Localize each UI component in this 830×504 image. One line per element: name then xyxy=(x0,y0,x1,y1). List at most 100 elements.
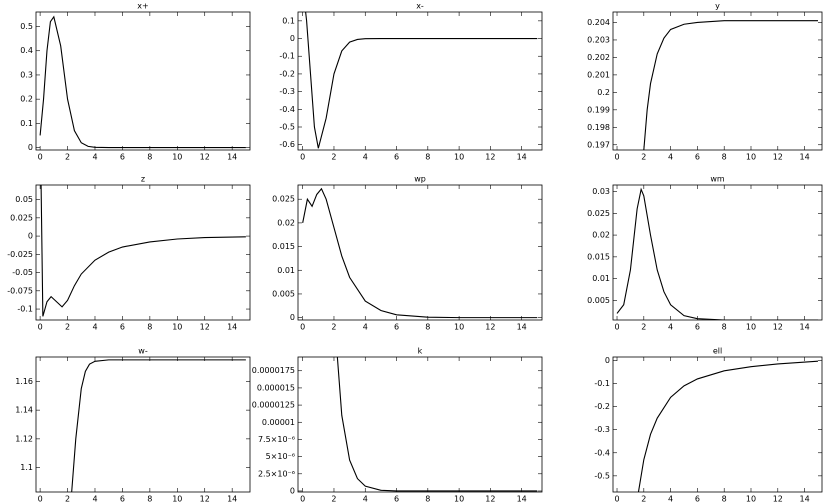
y-tick-label: 0.198 xyxy=(587,123,610,132)
panel: z 0 2 4 6 8 10 12 14 0.05 0.025 0 -0.025 -0.05 -0.075 -… xyxy=(7,175,251,332)
x-tick-label: 10 xyxy=(454,495,464,504)
y-tick-label: 0.05 xyxy=(15,195,33,204)
x-tick-label: 4 xyxy=(363,495,368,504)
panel-title: x- xyxy=(416,2,424,11)
x-tick-label: 10 xyxy=(172,323,182,332)
panel: wm 0 2 4 6 8 10 12 14 0.005 0.01 0.015 0.02 0.025 0.03 xyxy=(587,175,823,332)
panel: x- 0 2 4 6 8 10 12 14 0.1 0 -0.1 -0.2 -0.3 -0.4 -0.5 -0.… xyxy=(279,2,543,162)
y-tick-label: 7.5×10⁻⁶ xyxy=(258,435,295,444)
x-tick-label: 0 xyxy=(300,153,305,162)
panel: wp 0 2 4 6 8 10 12 14 0 0.005 0.01 0.015 0.02 0.025 xyxy=(272,175,543,332)
y-tick-label: -0.05 xyxy=(12,268,33,277)
x-tick-label: 6 xyxy=(394,495,399,504)
y-tick-label: 1.16 xyxy=(15,377,33,386)
plot-frame xyxy=(35,356,251,493)
x-tick-label: 6 xyxy=(394,153,399,162)
x-tick-label: 0 xyxy=(300,495,305,504)
x-tick-label: 0 xyxy=(614,323,619,332)
x-tick-label: 14 xyxy=(799,323,809,332)
x-tick-label: 10 xyxy=(746,323,756,332)
x-tick-label: 0 xyxy=(614,153,619,162)
y-tick-label: 0.0000125 xyxy=(252,401,295,410)
x-tick-label: 2 xyxy=(641,153,646,162)
x-tick-label: 10 xyxy=(172,153,182,162)
x-tick-label: 14 xyxy=(227,323,237,332)
y-tick-label: -0.075 xyxy=(7,286,33,295)
panel-title: x+ xyxy=(137,2,148,11)
x-tick-label: 10 xyxy=(746,153,756,162)
curve xyxy=(637,360,819,492)
y-tick-label: 0 xyxy=(28,232,33,241)
y-tick-label: -0.3 xyxy=(279,87,295,96)
curve xyxy=(40,185,246,317)
panel-title: wm xyxy=(710,175,725,184)
x-tick-label: 12 xyxy=(485,153,495,162)
x-tick-label: 4 xyxy=(92,153,97,162)
x-tick-label: 12 xyxy=(773,153,783,162)
panel-title: w- xyxy=(138,347,148,356)
x-tick-label: 14 xyxy=(517,495,527,504)
y-tick-label: -0.1 xyxy=(594,379,610,388)
x-tick-label: 10 xyxy=(454,153,464,162)
y-tick-label: -0.5 xyxy=(594,471,610,480)
y-tick-label: 0.204 xyxy=(587,18,610,27)
panel: ell 0 2 4 6 8 10 12 14 0 -0.1 -0.2 -0.3 -0.4 -0.5 xyxy=(594,347,823,504)
curve xyxy=(305,12,538,149)
y-tick-label: 0.4 xyxy=(20,46,33,55)
x-tick-label: 8 xyxy=(722,495,727,504)
plot-frame xyxy=(297,11,543,151)
y-tick-label: 2.5×10⁻⁶ xyxy=(258,469,295,478)
plot-frame xyxy=(35,184,251,321)
x-tick-label: 8 xyxy=(147,153,152,162)
curve xyxy=(302,187,538,319)
x-tick-label: 4 xyxy=(363,323,368,332)
x-tick-label: 12 xyxy=(485,495,495,504)
x-tick-label: 0 xyxy=(300,323,305,332)
x-tick-label: 4 xyxy=(363,153,368,162)
y-tick-label: -0.4 xyxy=(594,448,610,457)
x-tick-label: 10 xyxy=(454,323,464,332)
y-tick-label: 0.0000175 xyxy=(252,366,295,375)
x-tick-label: 2 xyxy=(65,495,70,504)
x-tick-label: 8 xyxy=(425,153,430,162)
x-tick-label: 4 xyxy=(668,495,673,504)
x-tick-label: 2 xyxy=(331,153,336,162)
y-tick-label: -0.6 xyxy=(279,140,295,149)
y-tick-label: -0.5 xyxy=(279,123,295,132)
y-tick-label: 0 xyxy=(290,34,295,43)
y-tick-label: -0.2 xyxy=(279,69,295,78)
x-tick-label: 4 xyxy=(92,323,97,332)
x-tick-label: 12 xyxy=(773,323,783,332)
y-tick-label: 0 xyxy=(605,356,610,365)
y-tick-label: 0.1 xyxy=(20,119,33,128)
x-tick-label: 6 xyxy=(120,323,125,332)
curve xyxy=(39,15,246,149)
y-tick-label: 0 xyxy=(28,143,33,152)
y-tick-label: 0.005 xyxy=(272,289,295,298)
y-tick-label: 5×10⁻⁶ xyxy=(266,452,295,461)
x-tick-label: 2 xyxy=(331,495,336,504)
x-tick-label: 6 xyxy=(695,495,700,504)
x-tick-label: 14 xyxy=(227,153,237,162)
x-tick-label: 14 xyxy=(799,153,809,162)
x-tick-label: 2 xyxy=(641,495,646,504)
x-tick-label: 2 xyxy=(331,323,336,332)
y-tick-label: -0.1 xyxy=(279,52,295,61)
y-tick-label: 0.015 xyxy=(272,242,295,251)
plot-frame xyxy=(612,184,823,321)
y-tick-label: 0.025 xyxy=(587,209,610,218)
x-tick-label: 12 xyxy=(773,495,783,504)
y-tick-label: 0.00001 xyxy=(262,418,295,427)
y-tick-label: 0.201 xyxy=(587,70,610,79)
y-tick-label: 0 xyxy=(290,486,295,495)
x-tick-label: 6 xyxy=(695,323,700,332)
panel-title: z xyxy=(141,175,145,184)
y-tick-label: 1.1 xyxy=(20,463,33,472)
x-tick-label: 12 xyxy=(485,323,495,332)
panel-title: wp xyxy=(414,175,426,184)
y-tick-label: 0.203 xyxy=(587,35,610,44)
y-tick-label: -0.1 xyxy=(17,305,33,314)
x-tick-label: 10 xyxy=(746,495,756,504)
x-tick-label: 4 xyxy=(668,153,673,162)
y-tick-label: 0.2 xyxy=(597,88,610,97)
